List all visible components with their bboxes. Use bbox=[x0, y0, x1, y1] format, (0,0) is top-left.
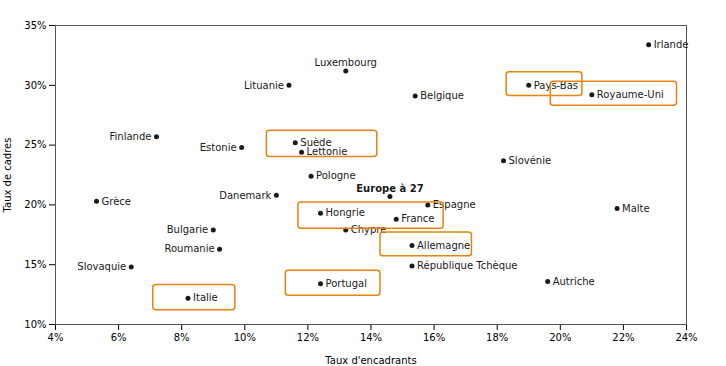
svg-text:Allemagne: Allemagne bbox=[417, 240, 470, 251]
svg-text:Grèce: Grèce bbox=[102, 196, 131, 207]
svg-text:Slovaquie: Slovaquie bbox=[77, 261, 126, 272]
svg-text:12%: 12% bbox=[297, 332, 319, 343]
svg-text:14%: 14% bbox=[360, 332, 382, 343]
svg-text:Chypre: Chypre bbox=[351, 224, 387, 235]
svg-text:Finlande: Finlande bbox=[110, 131, 152, 142]
svg-text:10%: 10% bbox=[234, 332, 256, 343]
svg-text:10%: 10% bbox=[24, 319, 46, 330]
svg-text:Portugal: Portugal bbox=[326, 278, 367, 289]
svg-text:Malte: Malte bbox=[622, 203, 650, 214]
svg-text:35%: 35% bbox=[24, 20, 46, 31]
svg-text:24%: 24% bbox=[675, 332, 697, 343]
svg-text:20%: 20% bbox=[549, 332, 571, 343]
svg-text:France: France bbox=[401, 213, 434, 224]
svg-text:Pays-Bas: Pays-Bas bbox=[533, 79, 578, 91]
svg-text:Suède: Suède bbox=[300, 136, 332, 148]
svg-text:Estonie: Estonie bbox=[200, 142, 237, 153]
svg-text:22%: 22% bbox=[612, 332, 634, 343]
svg-text:Taux de cadres: Taux de cadres bbox=[2, 138, 13, 214]
svg-text:30%: 30% bbox=[24, 80, 46, 91]
svg-text:4%: 4% bbox=[48, 332, 64, 343]
svg-text:6%: 6% bbox=[111, 332, 127, 343]
svg-text:Hongrie: Hongrie bbox=[326, 207, 365, 218]
svg-text:25%: 25% bbox=[24, 139, 46, 150]
svg-text:Pologne: Pologne bbox=[316, 170, 356, 181]
svg-text:Italie: Italie bbox=[193, 292, 218, 303]
svg-text:Roumanie: Roumanie bbox=[164, 243, 214, 254]
svg-text:Bulgarie: Bulgarie bbox=[167, 224, 209, 235]
svg-text:Luxembourg: Luxembourg bbox=[315, 57, 377, 68]
svg-text:20%: 20% bbox=[24, 199, 46, 210]
svg-text:15%: 15% bbox=[24, 259, 46, 270]
svg-text:Slovénie: Slovénie bbox=[509, 155, 552, 166]
svg-text:Europe à 27: Europe à 27 bbox=[356, 183, 423, 194]
svg-text:18%: 18% bbox=[486, 332, 508, 343]
svg-text:16%: 16% bbox=[423, 332, 445, 343]
svg-text:Irlande: Irlande bbox=[654, 39, 689, 50]
svg-text:Royaume-Uni: Royaume-Uni bbox=[597, 89, 664, 100]
svg-text:République Tchèque: République Tchèque bbox=[417, 260, 518, 271]
svg-text:Lettonie: Lettonie bbox=[306, 146, 348, 158]
svg-text:Danemark: Danemark bbox=[219, 190, 271, 201]
svg-text:Espagne: Espagne bbox=[433, 199, 476, 210]
svg-text:Taux d'encadrants: Taux d'encadrants bbox=[324, 355, 416, 366]
svg-text:8%: 8% bbox=[174, 332, 190, 343]
svg-text:Belgique: Belgique bbox=[420, 90, 464, 101]
svg-text:Autriche: Autriche bbox=[553, 276, 595, 287]
svg-text:Lituanie: Lituanie bbox=[244, 80, 284, 91]
